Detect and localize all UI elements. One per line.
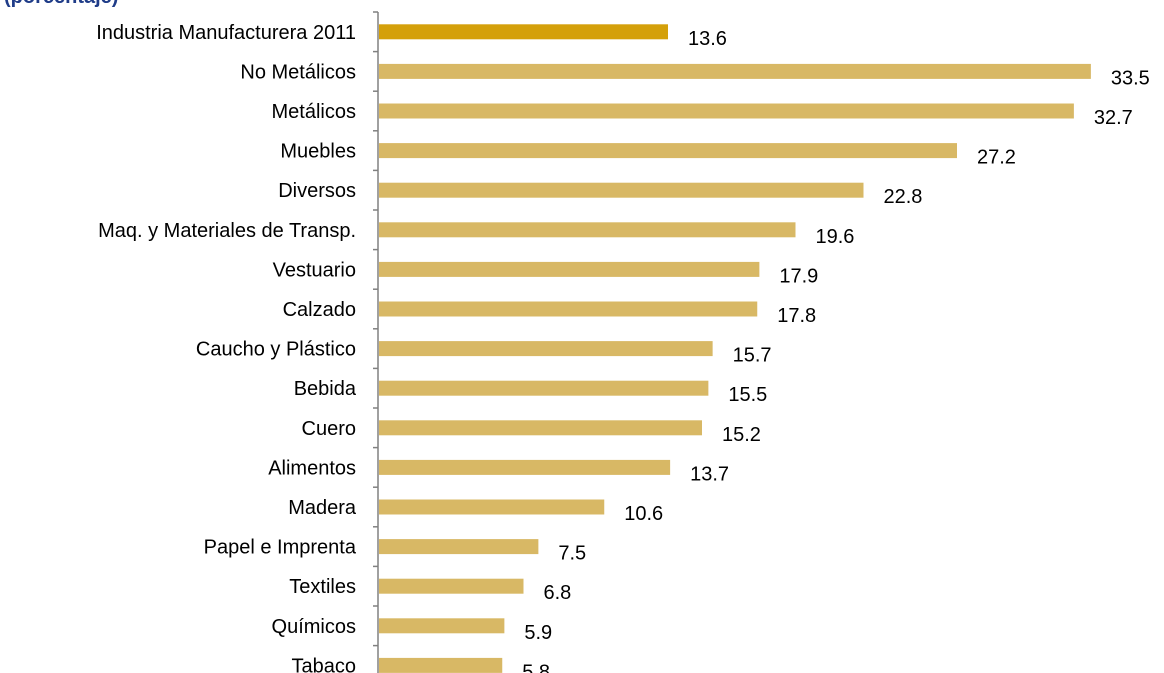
category-label: Metálicos [272,101,356,123]
category-label: Vestuario [273,259,356,281]
category-label: Madera [288,497,357,519]
bar [379,578,524,594]
category-label: No Metálicos [240,61,356,83]
value-label: 17.8 [777,305,816,327]
bar [379,222,796,238]
value-label: 22.8 [884,186,923,208]
value-label: 5.9 [524,622,552,644]
value-label: 19.6 [816,226,855,248]
bar [379,657,503,673]
bar [379,499,605,515]
value-label: 7.5 [558,543,586,565]
value-labels-group: 13.6 33.5 32.7 27.2 22.8 19.6 17.9 17.815.7 15.5… [522,28,1150,673]
value-label: 33.5 [1111,67,1150,89]
category-labels-group: Industria Manufacturera 2011 No Metálicos… [96,22,357,673]
category-label: Cuero [302,418,356,440]
category-axis [373,11,379,673]
bar [379,459,671,475]
category-label: Papel e Imprenta [204,537,357,559]
bar [379,341,713,357]
value-label: 13.7 [690,463,729,485]
bar [379,539,539,555]
bar [379,380,709,396]
category-label: Industria Manufacturera 2011 [96,22,356,44]
bars-group [379,24,1091,673]
value-label: 5.8 [522,661,550,673]
bar [379,63,1091,79]
chart-subtitle-clipped: (porcentaje) [4,0,118,9]
value-label: 27.2 [977,147,1016,169]
value-label: 17.9 [779,265,818,287]
bar [379,301,758,317]
category-label: Textiles [289,576,356,598]
bar [379,143,957,159]
bar [379,24,668,40]
category-label: Diversos [278,180,356,202]
bar [379,420,702,436]
value-label: 15.5 [728,384,767,406]
bar [379,182,864,198]
value-label: 6.8 [544,582,572,604]
category-label: Caucho y Plástico [196,339,356,361]
category-label: Tabaco [292,655,357,673]
category-label: Alimentos [268,457,356,479]
bar [379,261,760,277]
category-label: Calzado [283,299,356,321]
value-label: 13.6 [688,28,727,50]
category-label: Maq. y Materiales de Transp. [98,220,356,242]
category-label: Muebles [280,141,356,163]
value-label: 10.6 [624,503,663,525]
value-label: 15.7 [733,345,772,367]
bar [379,103,1074,119]
category-label: Químicos [272,616,356,638]
bar [379,618,505,634]
value-label: 32.7 [1094,107,1133,129]
value-label: 15.2 [722,424,761,446]
category-label: Bebida [294,378,357,400]
